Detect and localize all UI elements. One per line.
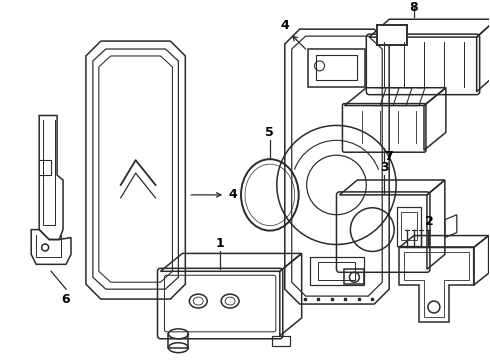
Text: 1: 1 <box>216 237 224 250</box>
Text: 7: 7 <box>384 150 393 163</box>
Text: 2: 2 <box>424 215 433 228</box>
Text: 8: 8 <box>410 1 418 14</box>
Bar <box>401 212 417 239</box>
Bar <box>316 55 357 80</box>
Text: 3: 3 <box>380 161 389 174</box>
Text: 4: 4 <box>229 188 238 201</box>
Bar <box>308 49 366 87</box>
Bar <box>310 257 365 285</box>
Text: 6: 6 <box>62 293 71 306</box>
Text: 4: 4 <box>280 19 289 32</box>
Bar <box>377 25 407 45</box>
Bar <box>397 207 421 247</box>
Text: 5: 5 <box>266 126 274 139</box>
Bar <box>318 262 355 280</box>
